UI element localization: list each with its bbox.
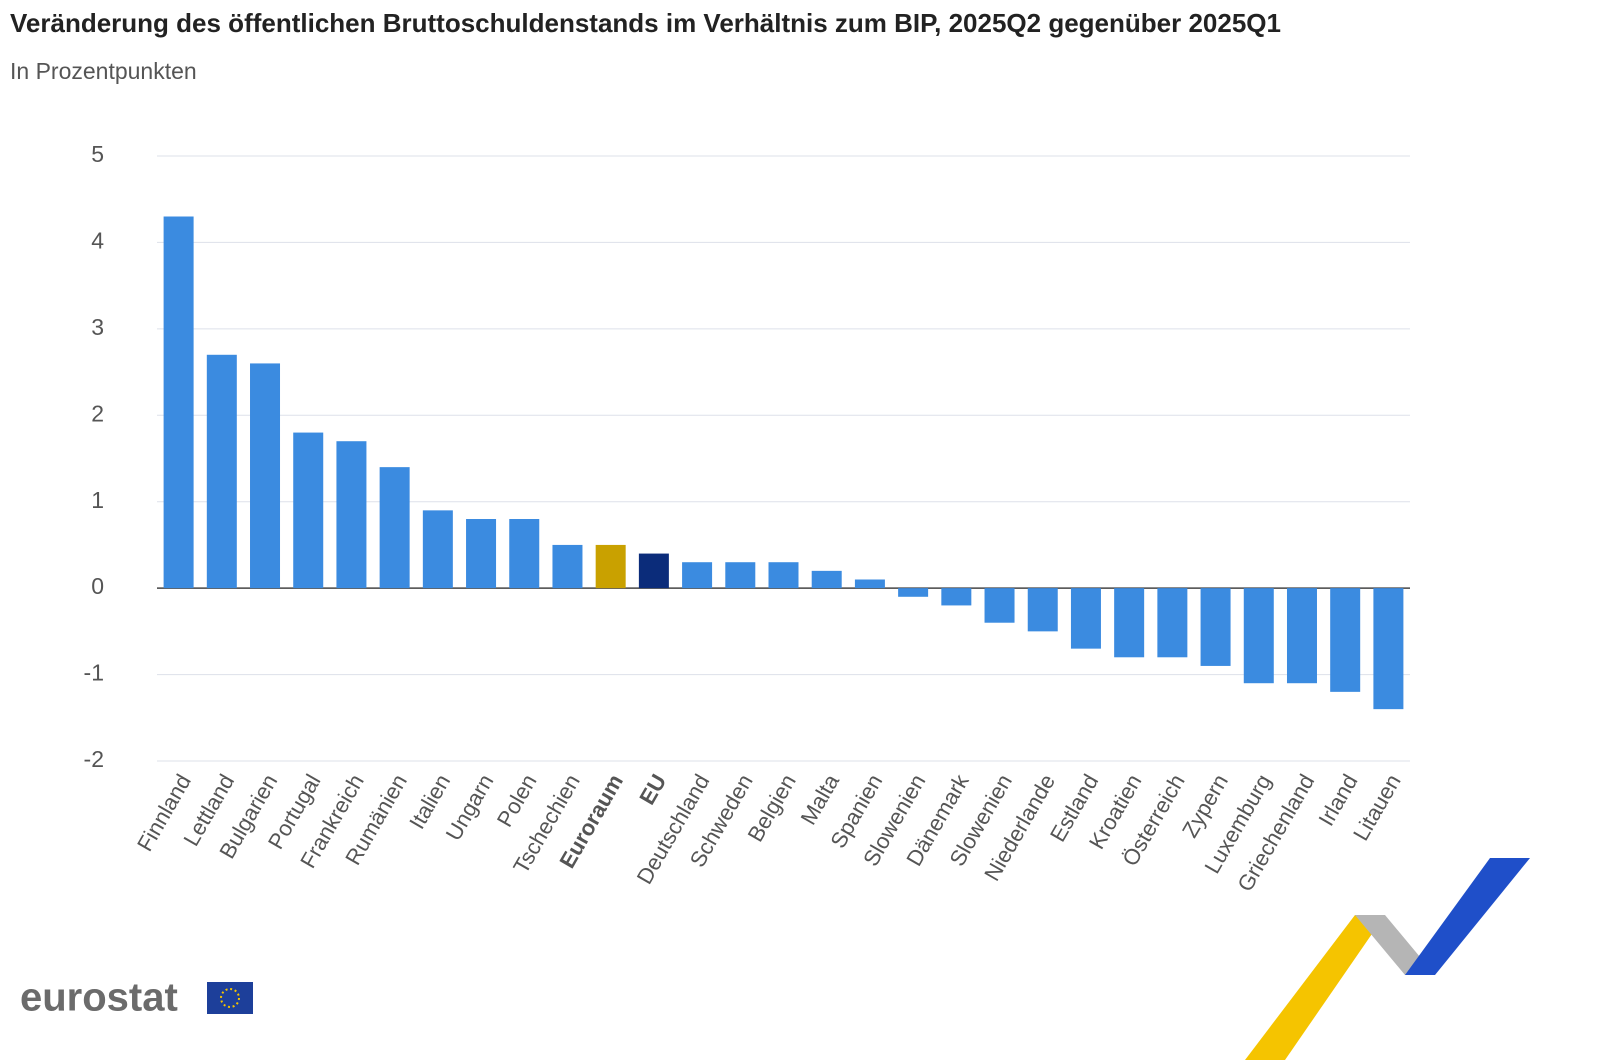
y-tick-label: 5 [91, 141, 104, 167]
bar [811, 570, 842, 589]
bar [725, 562, 756, 589]
swoosh-blue [1405, 858, 1530, 975]
bar [1286, 588, 1317, 684]
bar [898, 588, 929, 597]
bar [250, 363, 281, 589]
bar [509, 519, 540, 589]
bar [682, 562, 713, 589]
chart-subtitle: In Prozentpunkten [10, 58, 197, 84]
bar [1070, 588, 1101, 649]
bar [1157, 588, 1188, 658]
y-tick-label: -1 [84, 660, 104, 686]
bar [1243, 588, 1274, 684]
bar [336, 441, 367, 589]
bar [984, 588, 1015, 623]
bar [1330, 588, 1361, 692]
y-tick-label: 3 [91, 314, 104, 340]
flag [207, 982, 253, 1014]
flag-stars [220, 988, 240, 1008]
y-tick-label: 2 [91, 400, 104, 426]
bar [163, 216, 194, 589]
bar [206, 354, 237, 589]
logo-text: eurostat [20, 976, 178, 1020]
decoration [1245, 858, 1530, 1060]
x-tick-label: EU [634, 770, 671, 809]
y-tick-label: 4 [91, 228, 104, 254]
bar [552, 544, 583, 589]
eu-flag [207, 982, 253, 1014]
bar [1200, 588, 1231, 666]
bar [379, 467, 410, 589]
y-tick-label: 0 [91, 573, 104, 599]
bar [1373, 588, 1404, 710]
y-tick-label: -2 [84, 746, 104, 772]
swoosh-grey [1355, 915, 1435, 975]
swoosh-yellow [1245, 915, 1385, 1060]
bar [595, 544, 626, 589]
bar [293, 432, 324, 589]
bar [1027, 588, 1058, 632]
bar [638, 553, 669, 589]
bar [466, 519, 497, 589]
bar [768, 562, 799, 589]
bar [1114, 588, 1145, 658]
chart-title: Veränderung des öffentlichen Bruttoschul… [10, 8, 1281, 38]
bar [941, 588, 972, 606]
bar [422, 510, 453, 589]
bar [854, 579, 885, 589]
y-tick-label: 1 [91, 487, 104, 513]
